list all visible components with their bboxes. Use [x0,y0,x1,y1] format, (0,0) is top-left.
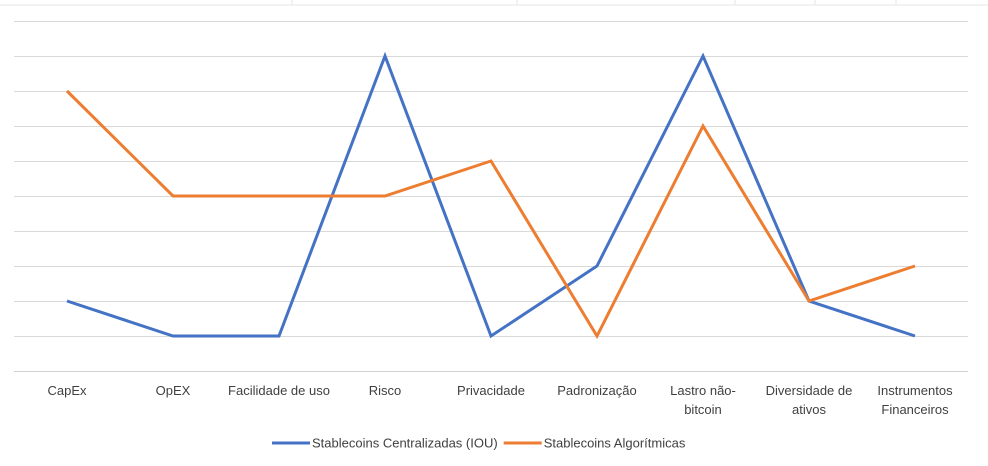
x-tick-label: Diversidade de ativos [766,383,853,417]
x-tick-label: CapEx [47,383,87,398]
legend-item: Stablecoins Centralizadas (IOU) [272,436,498,451]
series-line-algoritmicas [65,89,916,340]
gridlines [14,21,968,372]
x-axis-tick-labels: CapEx OpEX Facilidade de uso Risco Privacida… [47,383,953,417]
x-tick-label: Facilidade de uso [228,383,330,398]
x-tick-label: Privacidade [457,383,525,398]
legend-label: Stablecoins Algorítmicas [544,436,686,451]
x-tick-label: Risco [369,383,402,398]
series-line-centralizadas [66,51,916,339]
legend: Stablecoins Centralizadas (IOU) Stablecoi… [272,436,686,451]
legend-item: Stablecoins Algorítmicas [503,436,686,451]
x-tick-label: Padronização [557,383,637,398]
x-tick-label: Lastro não-bitcoin [670,383,736,417]
x-tick-label: Instrumentos Financeiros [877,383,953,417]
x-tick-label: OpEX [156,383,191,398]
header-artifacts [0,0,988,6]
series-lines [65,51,916,340]
legend-label: Stablecoins Centralizadas (IOU) [312,436,498,451]
